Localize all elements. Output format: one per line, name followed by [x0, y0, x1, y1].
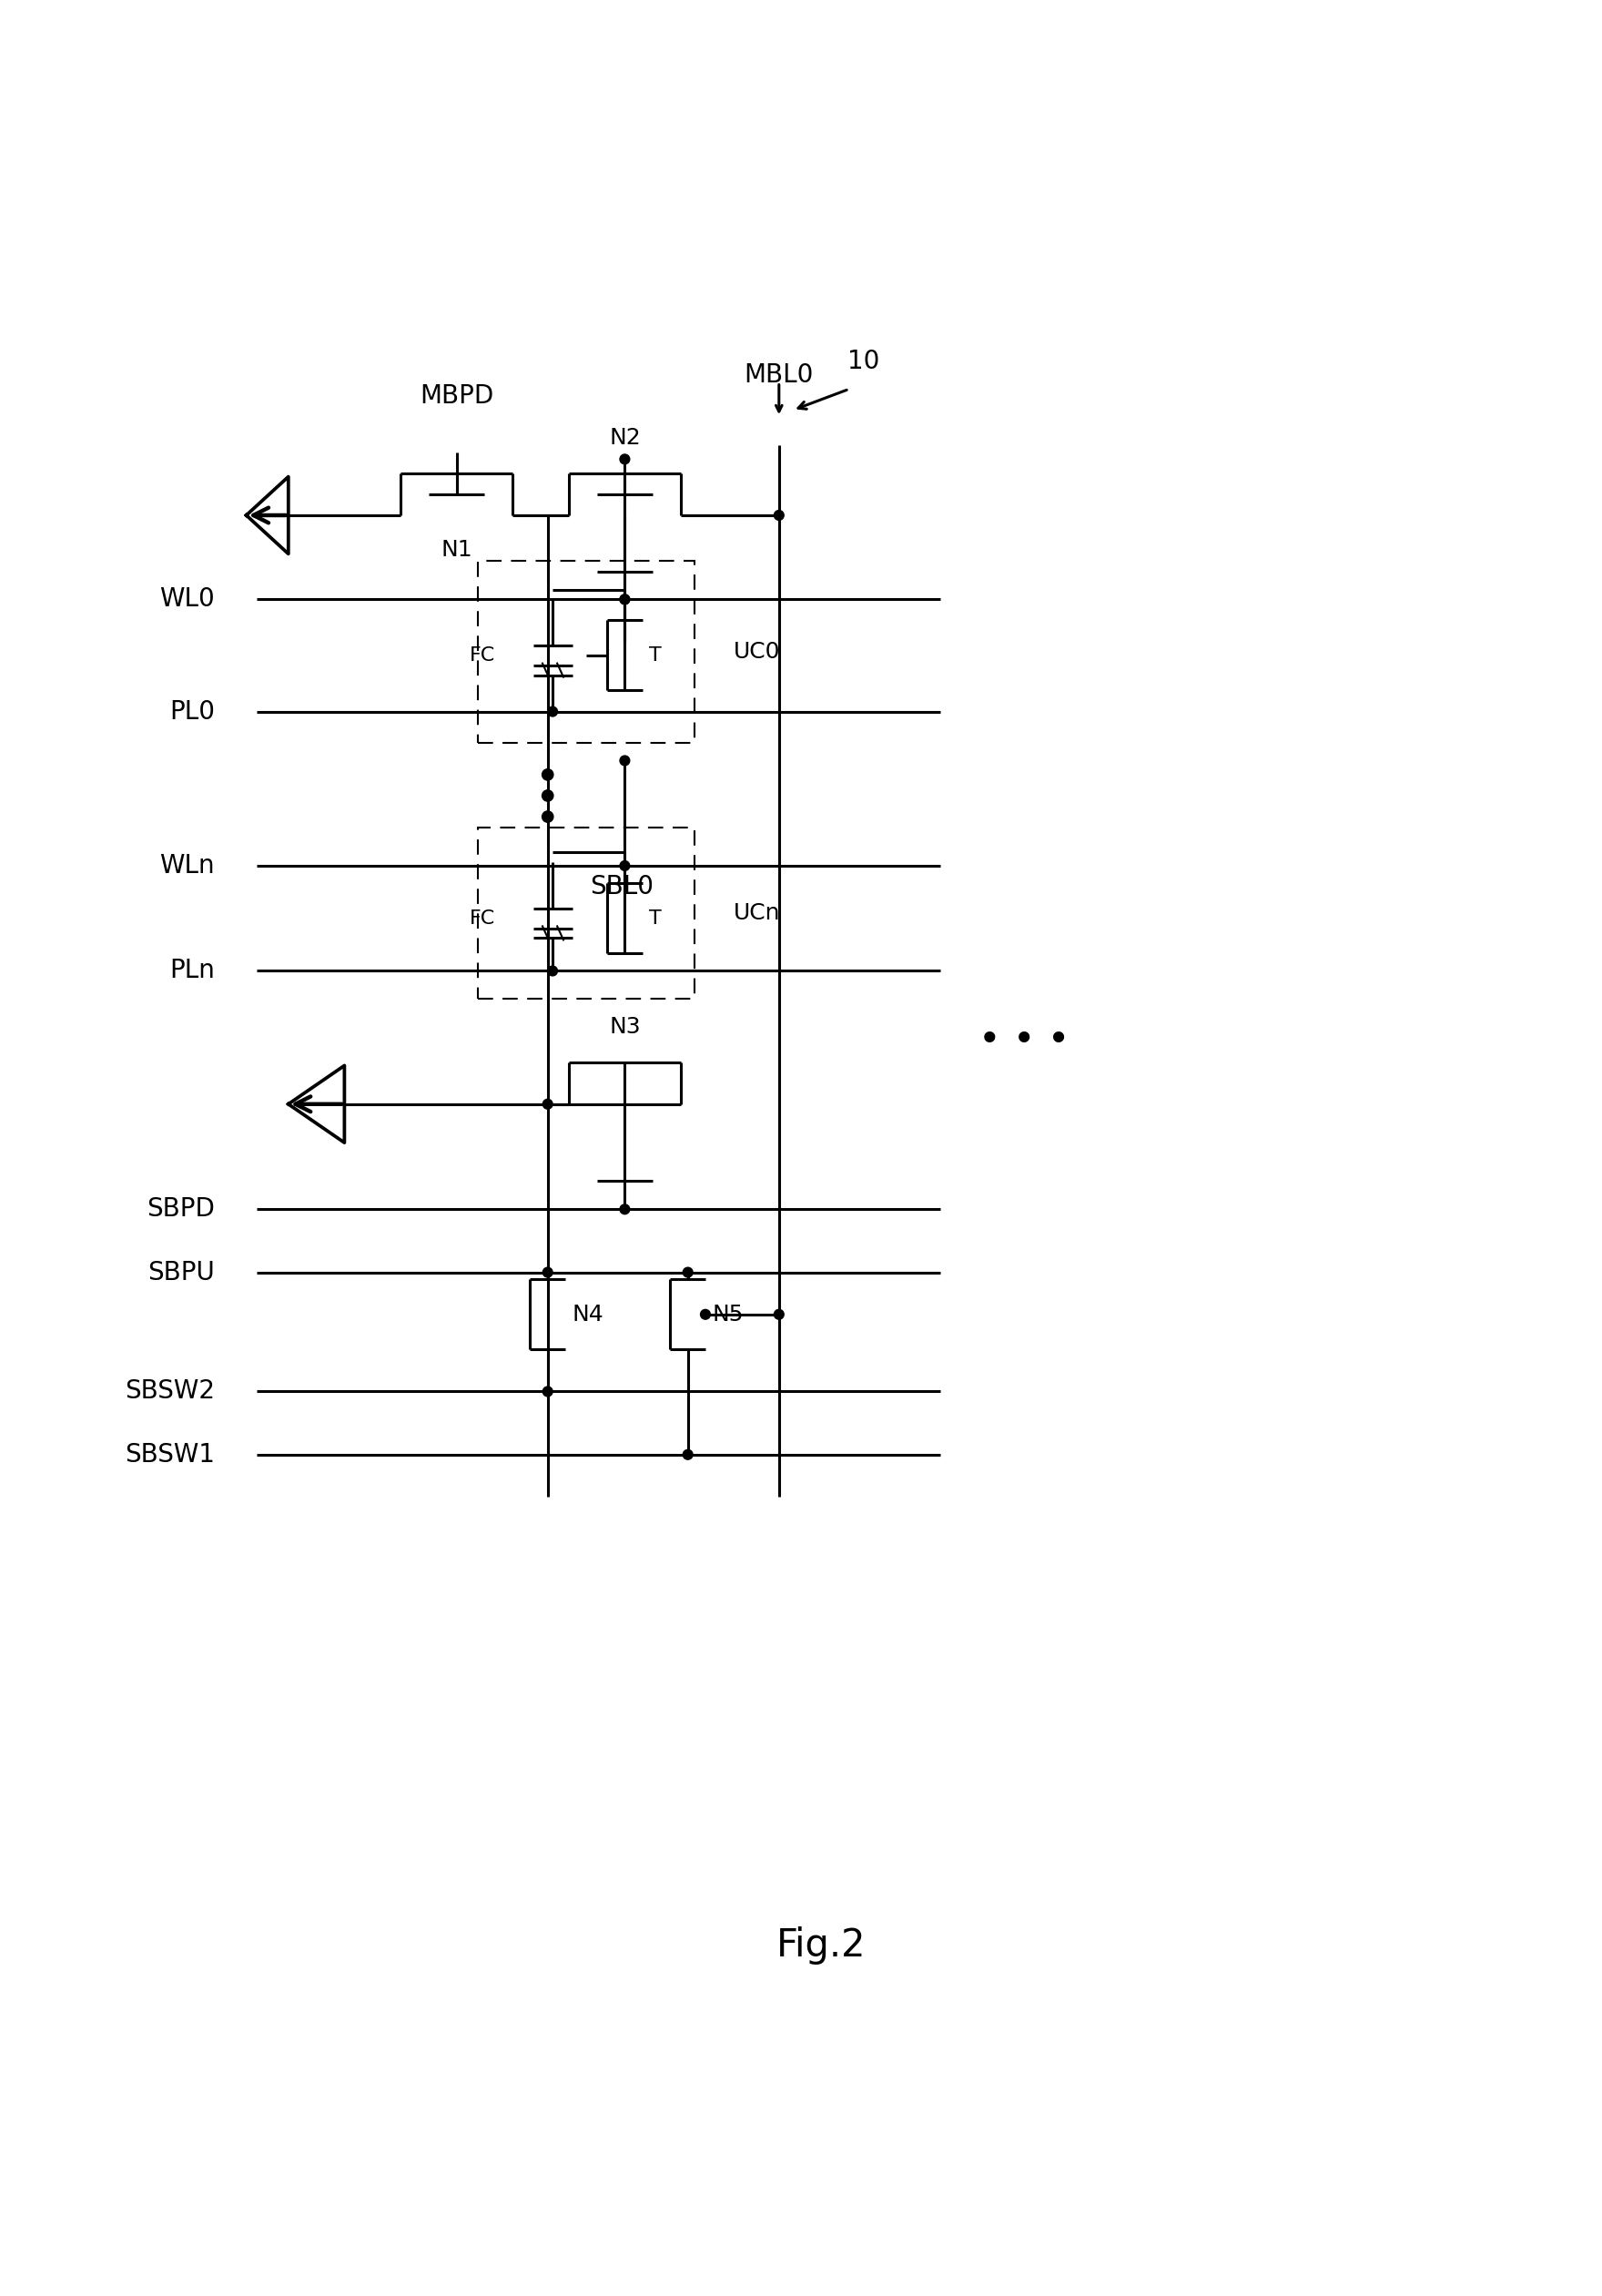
Text: PL0: PL0 — [170, 698, 215, 723]
Text: Fig.2: Fig.2 — [777, 1926, 865, 1965]
Circle shape — [620, 861, 630, 870]
Circle shape — [548, 967, 557, 976]
Circle shape — [543, 1267, 553, 1277]
Text: WLn: WLn — [160, 854, 215, 879]
Circle shape — [541, 810, 553, 822]
Circle shape — [541, 769, 553, 781]
Text: WL0: WL0 — [160, 588, 215, 613]
Bar — [477, 827, 695, 999]
Circle shape — [682, 1449, 692, 1460]
Circle shape — [620, 1205, 630, 1215]
Text: SBPU: SBPU — [147, 1261, 215, 1286]
Circle shape — [774, 1309, 783, 1320]
Bar — [477, 560, 695, 744]
Circle shape — [620, 595, 630, 604]
Circle shape — [620, 755, 630, 765]
Text: • • •: • • • — [979, 1022, 1070, 1061]
Text: FC: FC — [469, 909, 495, 928]
Circle shape — [774, 510, 783, 521]
Text: UC0: UC0 — [734, 641, 780, 664]
Circle shape — [543, 1387, 553, 1396]
Text: FC: FC — [469, 647, 495, 664]
Text: N1: N1 — [441, 540, 473, 560]
Text: SBSW1: SBSW1 — [125, 1442, 215, 1467]
Text: N2: N2 — [609, 427, 641, 450]
Circle shape — [700, 1309, 710, 1320]
Circle shape — [620, 595, 630, 604]
Circle shape — [682, 1267, 692, 1277]
Text: T: T — [649, 647, 662, 664]
Text: UCn: UCn — [734, 902, 780, 923]
Text: N4: N4 — [572, 1304, 604, 1325]
Text: MBL0: MBL0 — [745, 363, 814, 388]
Text: MBPD: MBPD — [420, 383, 493, 409]
Text: N3: N3 — [609, 1017, 641, 1038]
Text: T: T — [649, 909, 662, 928]
Text: PLn: PLn — [170, 957, 215, 983]
Circle shape — [543, 1100, 553, 1109]
Text: 10: 10 — [847, 349, 879, 374]
Text: N5: N5 — [713, 1304, 743, 1325]
Circle shape — [541, 790, 553, 801]
Circle shape — [548, 707, 557, 716]
Text: SBSW2: SBSW2 — [125, 1380, 215, 1405]
Text: SBPD: SBPD — [147, 1196, 215, 1221]
Text: SBL0: SBL0 — [590, 875, 654, 900]
Circle shape — [620, 455, 630, 464]
